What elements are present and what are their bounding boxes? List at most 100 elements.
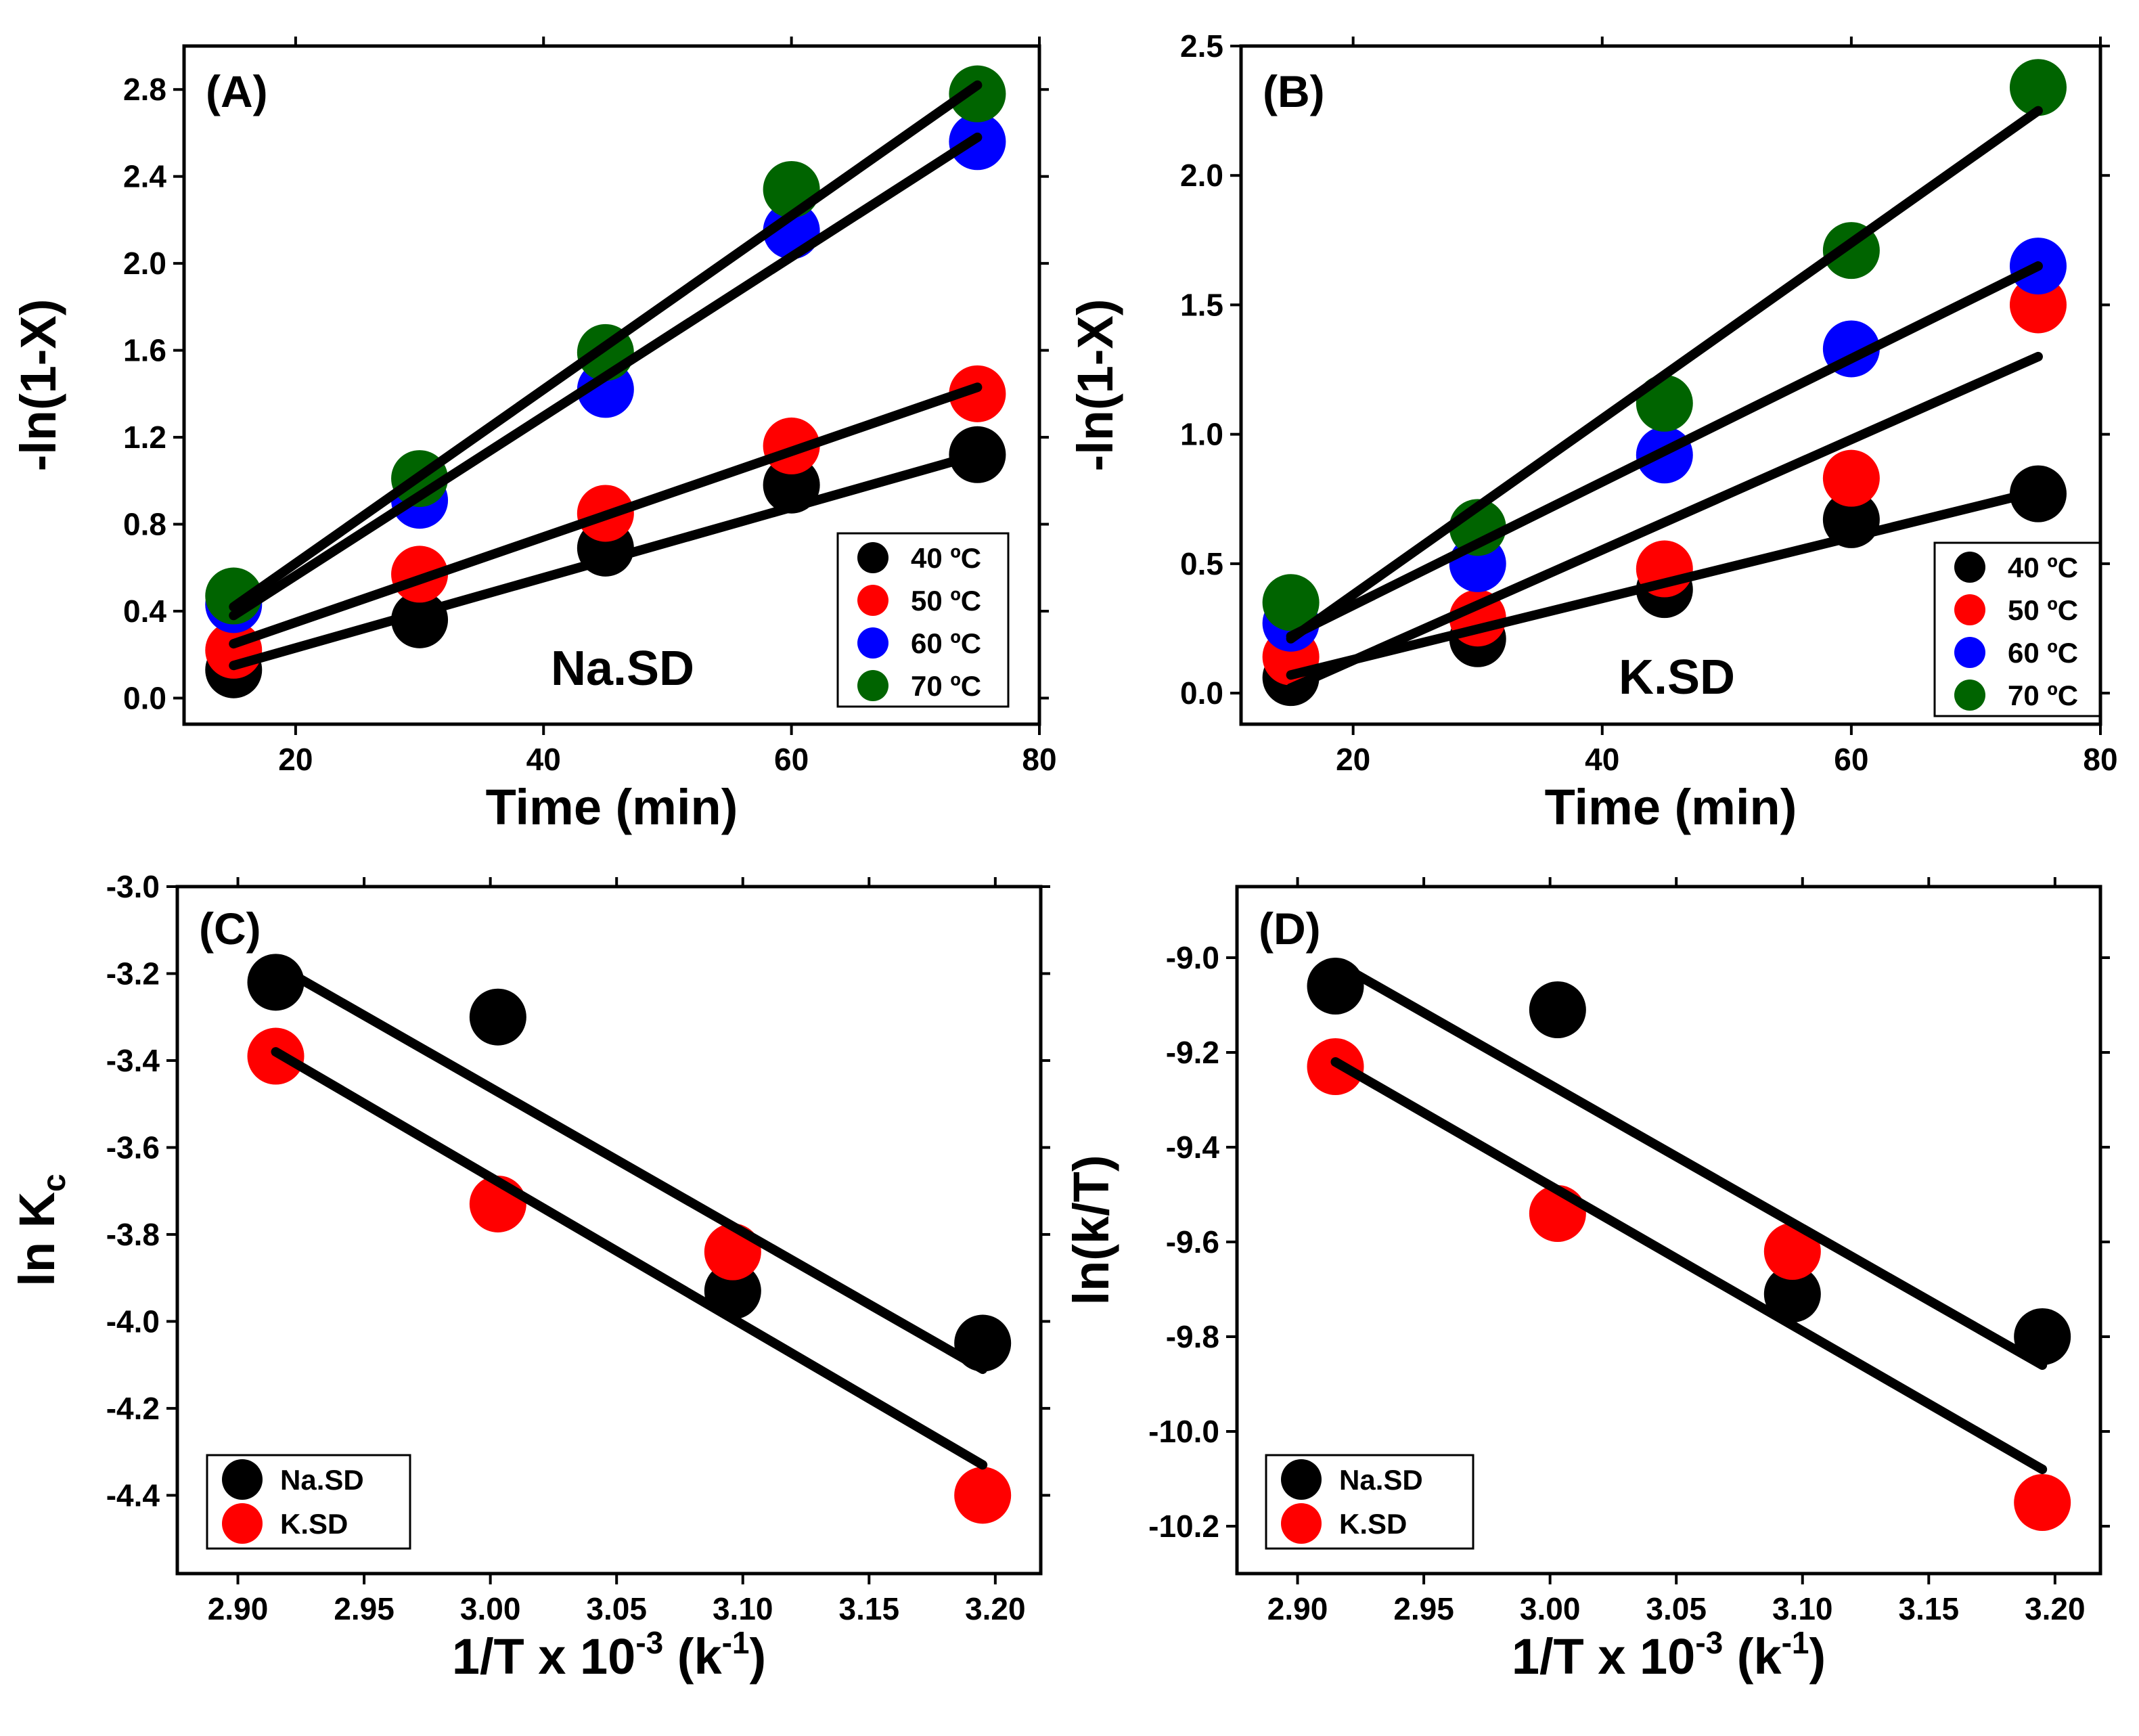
data-point-b-s1-p3 xyxy=(1822,449,1880,507)
data-point-a-s3-p4 xyxy=(949,65,1006,123)
x-tick-label: 3.15 xyxy=(1899,1591,1960,1626)
x-tick-label: 40 xyxy=(526,742,561,777)
legend-marker xyxy=(857,585,888,616)
x-tick-label: 2.90 xyxy=(208,1591,269,1626)
legend-marker xyxy=(1954,552,1985,583)
x-axis-title-close: ) xyxy=(1809,1628,1826,1685)
legend-label: 40 ºC xyxy=(2008,552,2078,583)
x-axis-title: Time (min) xyxy=(486,779,738,835)
x-tick-label: 2.95 xyxy=(334,1591,395,1626)
y-tick-label: -3.8 xyxy=(106,1217,160,1252)
sample-annotation: K.SD xyxy=(1619,650,1735,705)
y-tick-label: 1.6 xyxy=(123,333,166,368)
y-tick-label: 2.4 xyxy=(123,159,166,194)
y-tick-label: 0.5 xyxy=(1180,546,1223,581)
panel-c: 2.90 2.95 3.00 3.05 3.10 3.15 3.20 -4.4 -4.2 -4.0… xyxy=(9,869,1050,1685)
legend-label: Na.SD xyxy=(1339,1464,1423,1496)
y-tick-label: 0.4 xyxy=(123,594,166,629)
x-axis-title-exp: -3 xyxy=(635,1625,663,1660)
panel-d: 2.90 2.95 3.00 3.05 3.10 3.15 3.20 -10.2 -10.0 -9… xyxy=(1063,877,2110,1685)
x-tick-label: 60 xyxy=(1834,742,1868,777)
x-tick-label: 3.00 xyxy=(460,1591,521,1626)
y-tick-label: -3.0 xyxy=(106,869,160,904)
x-tick-label: 2.90 xyxy=(1267,1591,1328,1626)
panel-label: (C) xyxy=(199,904,261,954)
y-tick-label: 1.2 xyxy=(123,420,166,455)
y-tick-label: -9.6 xyxy=(1166,1224,1219,1260)
fit-line-d-s1 xyxy=(1330,1057,2048,1474)
data-point-a-s1-p4 xyxy=(949,365,1006,422)
y-axis-title: ln Kc xyxy=(9,1174,72,1286)
x-tick-label: 60 xyxy=(774,742,809,777)
legend: 40 ºC 50 ºC 60 ºC 70 ºC xyxy=(1933,541,2101,717)
legend-marker xyxy=(1954,594,1985,625)
y-tick-label: 2.0 xyxy=(123,246,166,281)
x-tick-label: 40 xyxy=(1585,742,1619,777)
legend-label: 50 ºC xyxy=(911,585,981,617)
x-tick-label: 3.20 xyxy=(2025,1591,2086,1626)
x-tick-label: 3.20 xyxy=(965,1591,1026,1626)
x-axis-title-main: 1/T x 10 xyxy=(452,1628,636,1685)
y-axis-title: ln(k/T) xyxy=(1063,1155,1119,1306)
legend-label: 40 ºC xyxy=(911,542,981,574)
panel-label: (B) xyxy=(1263,66,1325,116)
y-tick-label: -4.0 xyxy=(106,1304,160,1339)
y-tick-label: 2.8 xyxy=(123,72,166,107)
data-point-c-s1-p2 xyxy=(704,1223,761,1281)
plot-frame xyxy=(175,885,1043,1576)
x-tick-label: 80 xyxy=(2083,742,2117,777)
plot-frame xyxy=(182,44,1041,726)
legend-label: 60 ºC xyxy=(911,627,981,659)
y-tick-label: 0.8 xyxy=(123,507,166,542)
data-point-d-s1-p2 xyxy=(1763,1223,1821,1280)
fit-line-b-s2 xyxy=(1286,261,2043,641)
legend: Na.SD K.SD xyxy=(206,1454,411,1550)
sample-annotation: Na.SD xyxy=(551,642,694,696)
fit-line-c-s1 xyxy=(271,1047,988,1470)
y-axis-title: -ln(1-X) xyxy=(10,299,66,472)
data-point-d-s0-p3 xyxy=(2014,1308,2071,1365)
legend-marker xyxy=(222,1459,263,1500)
y-tick-label: -3.2 xyxy=(106,956,160,991)
fit-line-a-s1 xyxy=(229,382,983,649)
legend-marker xyxy=(1954,637,1985,668)
x-tick-label: 80 xyxy=(1022,742,1056,777)
x-axis-title-unit: (k xyxy=(1723,1628,1782,1685)
x-axis-title: 1/T x 10-3 (k-1) xyxy=(452,1625,766,1685)
legend: Na.SD K.SD xyxy=(1265,1454,1474,1550)
x-axis-title-close: ) xyxy=(750,1628,767,1685)
legend-label: K.SD xyxy=(280,1508,348,1540)
legend-marker xyxy=(857,627,888,659)
y-tick-label: -4.2 xyxy=(106,1391,160,1426)
y-tick-label: 1.0 xyxy=(1180,417,1223,452)
y-tick-label: 2.5 xyxy=(1180,28,1223,64)
data-point-c-s0-p1 xyxy=(469,988,526,1046)
x-axis-title: 1/T x 10-3 (k-1) xyxy=(1512,1625,1826,1685)
fit-line-b-s3 xyxy=(1286,106,2043,644)
x-tick-label: 3.05 xyxy=(586,1591,647,1626)
y-tick-label: 2.0 xyxy=(1180,158,1223,193)
y-tick-label: 0.0 xyxy=(123,680,166,715)
y-axis-title-sub: c xyxy=(37,1174,72,1192)
x-axis-title-unit: (k xyxy=(663,1628,722,1685)
y-tick-label: 0.0 xyxy=(1180,675,1223,711)
fit-line-d-s0 xyxy=(1330,958,2048,1370)
y-tick-label: 1.5 xyxy=(1180,287,1223,322)
y-tick-label: -9.4 xyxy=(1166,1130,1220,1165)
panel-label: (D) xyxy=(1259,904,1321,954)
y-tick-label: -4.4 xyxy=(106,1477,160,1513)
legend-label: Na.SD xyxy=(280,1464,364,1496)
legend-marker xyxy=(1281,1503,1322,1544)
data-point-a-s3-p3 xyxy=(763,160,820,218)
x-tick-label: 3.15 xyxy=(839,1591,900,1626)
y-tick-label: -9.2 xyxy=(1166,1035,1219,1070)
data-point-b-s3-p4 xyxy=(2009,59,2067,116)
plot-frame xyxy=(1235,885,2102,1576)
y-tick-label: -9.0 xyxy=(1166,940,1219,975)
x-axis-title-exp: -3 xyxy=(1695,1625,1723,1660)
y-axis-title-main: ln K xyxy=(9,1192,65,1287)
legend-label: 60 ºC xyxy=(2008,637,2078,669)
legend-marker xyxy=(1281,1459,1322,1500)
fit-line-a-s2 xyxy=(229,132,983,621)
